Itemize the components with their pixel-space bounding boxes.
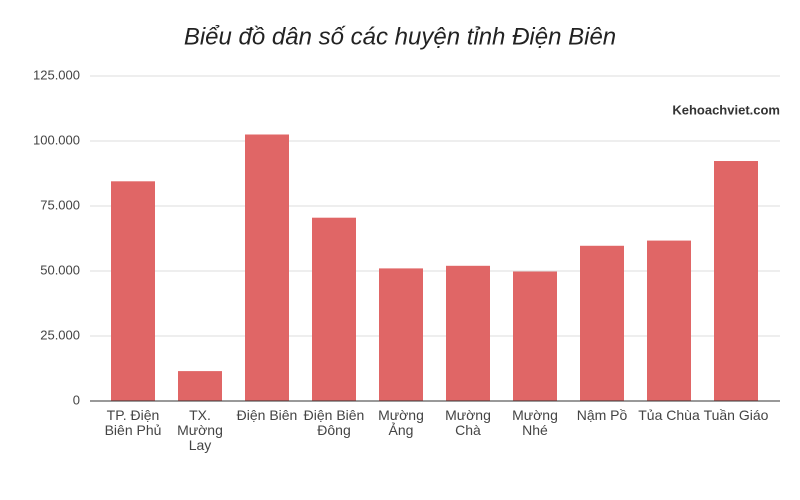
y-tick-label: 0 <box>73 392 80 407</box>
x-tick-label: Điện Biên Đông <box>303 407 365 438</box>
x-tick-label: Mường Chà <box>445 407 491 438</box>
x-tick-label: TX. Mường Lay <box>177 407 223 453</box>
x-tick-label: TP. Điện Biên Phủ <box>104 407 162 438</box>
chart-title: Biểu đồ dân số các huyện tỉnh Điện Biên <box>184 23 616 50</box>
y-tick-label: 75.000 <box>40 197 80 212</box>
y-tick-label: 125.000 <box>33 67 80 82</box>
bar <box>379 268 423 401</box>
x-tick-label: Mường Ảng <box>378 407 424 438</box>
y-tick-label: 50.000 <box>40 262 80 277</box>
y-tick-label: 100.000 <box>33 132 80 147</box>
x-tick-label: Nậm Pồ <box>576 407 628 423</box>
x-tick-label: Tuần Giáo <box>703 407 769 423</box>
bar <box>446 265 490 401</box>
bar <box>513 271 557 401</box>
bar <box>312 217 356 401</box>
x-tick-label: Mường Nhé <box>512 407 558 438</box>
bar <box>580 245 624 401</box>
watermark: Kehoachviet.com <box>672 102 780 117</box>
bar <box>647 240 691 401</box>
bar <box>245 134 289 401</box>
y-tick-label: 25.000 <box>40 327 80 342</box>
x-tick-label: Điện Biên <box>236 407 298 423</box>
bar <box>111 181 155 401</box>
bar <box>714 161 758 401</box>
x-tick-label: Tủa Chùa <box>638 407 700 423</box>
bar <box>178 371 222 401</box>
